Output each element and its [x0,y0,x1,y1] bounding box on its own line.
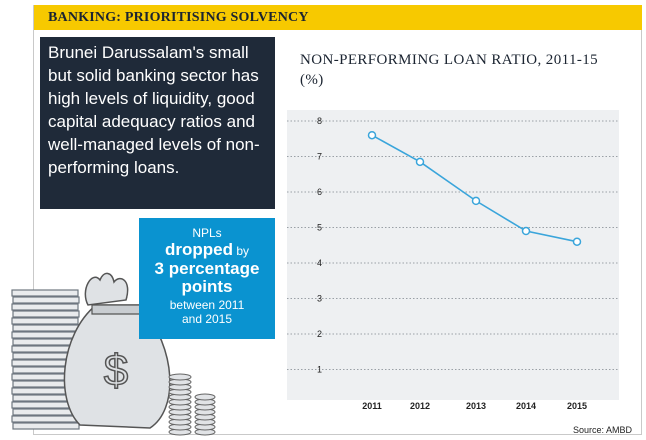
y-tick-label: 2 [317,329,322,339]
y-tick-label: 1 [317,365,322,375]
y-tick-label: 6 [317,187,322,197]
svg-text:$: $ [104,346,128,395]
x-tick-label: 2012 [410,401,430,411]
money-illustration: $ [11,272,216,436]
header-bar: BANKING: PRIORITISING SOLVENCY [34,5,642,30]
callout-line3: 3 percentage [154,259,260,278]
intro-text: Brunei Darussalam's small but solid bank… [48,43,260,177]
callout-line5: between 2011 [169,298,245,312]
callout-line6: and 2015 [181,312,233,326]
y-tick-label: 8 [317,116,322,126]
y-tick-label: 7 [317,152,322,162]
header-title: BANKING: PRIORITISING SOLVENCY [48,10,309,25]
intro-box: Brunei Darussalam's small but solid bank… [40,37,275,209]
x-tick-label: 2013 [466,401,486,411]
x-tick-label: 2011 [362,401,382,411]
y-tick-label: 5 [317,223,322,233]
banknote-stack-icon [11,289,80,430]
data-point [367,130,377,140]
npl-callout: NPLs dropped by 3 percentage points betw… [139,218,275,339]
x-tick-label: 2014 [516,401,536,411]
data-point [415,157,425,167]
chart-plot-area [287,110,619,400]
callout-line1: NPLs [192,226,222,240]
data-point [471,196,481,206]
data-point [521,226,531,236]
coin-stack-icon [168,373,216,436]
source-note: Source: AMBD [572,425,632,435]
callout-line2-small: by [232,244,249,258]
y-tick-label: 4 [317,258,322,268]
chart-title: NON-PERFORMING LOAN RATIO, 2011-15 (%) [300,52,599,88]
callout-line2-bold: dropped [164,240,233,259]
callout-line4: points [181,277,233,296]
x-tick-label: 2015 [567,401,587,411]
data-point [572,237,582,246]
y-tick-label: 3 [317,294,322,304]
